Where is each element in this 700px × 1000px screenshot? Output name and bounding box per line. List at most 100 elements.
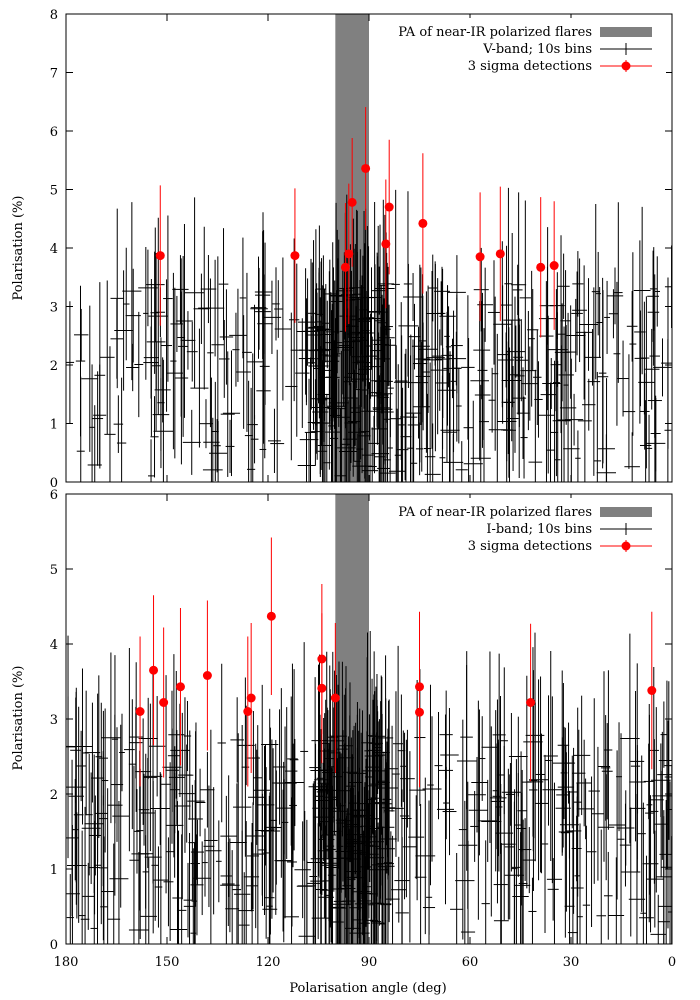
- bottom-noise-point: [66, 635, 77, 859]
- bottom-noise-point: [395, 837, 409, 944]
- y-tick-label: 0: [50, 476, 58, 491]
- bottom-noise-point: [573, 707, 582, 897]
- top-noise-point: [207, 278, 214, 428]
- bottom-noise-point: [129, 765, 139, 944]
- bottom-noise-point: [238, 872, 250, 944]
- bottom-noise-point: [345, 788, 362, 931]
- bottom-noise-point: [183, 833, 196, 944]
- top-noise-point: [572, 251, 584, 317]
- x-tick-label: 30: [563, 955, 580, 970]
- legend-detect-swatch-dot: [621, 61, 631, 71]
- bottom-noise-point: [311, 654, 328, 827]
- top-noise-point: [297, 278, 318, 366]
- bottom-noise-point: [604, 670, 613, 830]
- bottom-noise-point: [70, 697, 82, 803]
- y-tick-label: 5: [50, 184, 58, 199]
- bottom-noise-point: [258, 793, 267, 907]
- top-noise-point: [316, 225, 323, 419]
- bottom-noise-point: [98, 751, 108, 887]
- top-noise-point: [369, 256, 385, 445]
- top-detection-point: [384, 139, 394, 275]
- bottom-detection-point: [415, 637, 424, 788]
- bottom-noise-point: [143, 669, 163, 884]
- top-noise-point: [479, 328, 489, 482]
- bottom-noise-point: [514, 773, 523, 877]
- bottom-detection-point: [159, 627, 169, 778]
- bottom-noise-point: [82, 862, 95, 930]
- top-noise-point: [163, 215, 173, 382]
- top-noise-point: [520, 396, 528, 479]
- bottom-detections: [135, 537, 657, 788]
- bottom-noise-point: [392, 645, 404, 842]
- top-noise-point: [584, 329, 601, 386]
- top-noise-point: [325, 361, 340, 482]
- top-noise-point: [557, 253, 570, 319]
- top-noise-point: [646, 397, 666, 482]
- top-noise-point: [146, 252, 166, 431]
- bottom-noise-point: [577, 823, 583, 944]
- bottom-noise-point: [311, 822, 330, 944]
- top-noise-point: [653, 338, 672, 397]
- top-noise-point: [463, 400, 483, 482]
- bottom-noise-point: [443, 766, 450, 840]
- bottom-noise-point: [598, 774, 615, 881]
- top-noise-point: [297, 432, 316, 482]
- top-noise-point: [81, 305, 99, 452]
- bottom-noise-point: [217, 663, 226, 823]
- bottom-noise-point: [190, 848, 197, 944]
- top-noise-point: [250, 415, 259, 464]
- bottom-noise-point: [204, 729, 218, 944]
- bottom-noise-point: [275, 761, 292, 855]
- top-noise-point: [634, 240, 646, 424]
- top-noise-point: [285, 312, 298, 461]
- bottom-noise-point: [495, 742, 503, 872]
- bottom-noise-point: [148, 696, 166, 797]
- bottom-noise-point: [637, 755, 646, 912]
- legend-band-swatch: [600, 507, 652, 517]
- top-noise-point: [487, 260, 501, 365]
- top-panel: 0 1 2 3 4 5 6 7 8 PA of near-IR polarized flares…: [11, 8, 673, 491]
- bottom-noise-point: [111, 655, 119, 824]
- top-noise-point: [598, 277, 607, 469]
- bottom-legend-band-label: PA of near-IR polarized flares: [398, 505, 592, 520]
- bottom-noise-point: [511, 759, 521, 944]
- top-noise-point: [154, 357, 171, 423]
- top-noise-point: [92, 371, 104, 466]
- bottom-noise-point: [379, 728, 397, 944]
- bottom-noise-point: [601, 723, 613, 820]
- top-noise-point: [538, 227, 557, 411]
- top-noise-point: [422, 291, 430, 453]
- bottom-noise-point: [409, 680, 426, 901]
- y-tick-label: 0: [50, 938, 58, 953]
- bottom-noise-point: [234, 830, 251, 944]
- top-noise-point: [272, 267, 280, 341]
- y-tick-label: 2: [50, 788, 58, 803]
- bottom-noise-point: [315, 834, 328, 944]
- top-noise-point: [323, 393, 331, 482]
- top-detection-point: [340, 202, 350, 332]
- bottom-legend-series-label: I-band; 10s bins: [486, 522, 592, 537]
- top-noise-point: [349, 244, 361, 421]
- bottom-noise-point: [402, 751, 417, 943]
- bottom-noise-point: [422, 800, 436, 944]
- top-noise-point: [639, 373, 650, 450]
- top-noise-point: [504, 187, 513, 380]
- top-noise-point: [373, 284, 390, 405]
- bottom-noise-point: [337, 802, 344, 890]
- top-noise-point: [225, 419, 235, 474]
- top-noise-point: [442, 372, 457, 482]
- top-detection-point: [361, 107, 371, 230]
- top-noise-point: [550, 318, 562, 412]
- bottom-noise-point: [543, 650, 558, 862]
- bottom-detection-point: [317, 613, 327, 764]
- bottom-noise-point: [414, 803, 427, 944]
- top-noise-point: [638, 296, 655, 469]
- bottom-panel: 0 1 2 3 4 5 6 180 150 120 90 60 30 0 PA of near-IR po…: [11, 488, 676, 996]
- top-noise-point: [213, 419, 221, 473]
- bottom-noise-point: [400, 730, 407, 803]
- top-noise-point: [424, 362, 436, 482]
- top-noise-point: [398, 263, 419, 388]
- y-tick-label: 7: [50, 67, 58, 82]
- top-noise-point: [528, 369, 543, 482]
- bottom-noise-point: [163, 837, 174, 927]
